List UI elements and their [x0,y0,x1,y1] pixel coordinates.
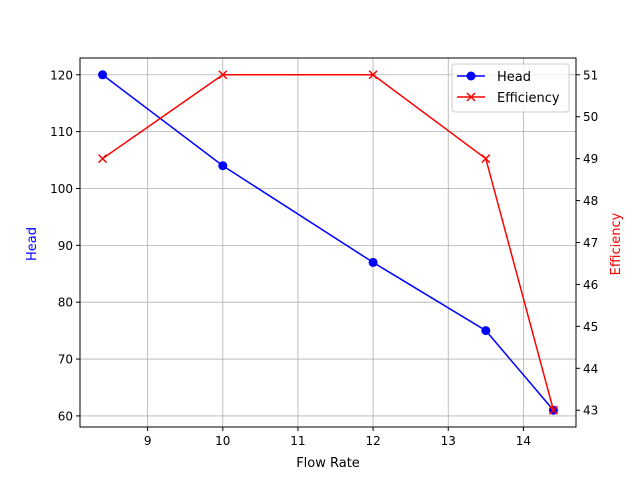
y-right-tick-label: 49 [583,152,598,166]
x-tick-label: 14 [516,434,531,448]
y-tick-label: 70 [58,353,73,367]
data-point-circle-icon [481,326,491,336]
y-right-tick-label: 44 [583,362,598,376]
y-axis-left-ticks: 60 70 80 90 100 110 120 [50,68,80,423]
x-tick-label: 9 [144,434,152,448]
series-lines [98,70,558,415]
y-tick-label: 110 [50,125,73,139]
legend-x-marker-icon [466,92,476,102]
x-axis-label: Flow Rate [296,456,360,471]
y-tick-label: 100 [50,182,73,196]
y-right-tick-label: 45 [583,320,598,334]
y-right-tick-label: 47 [583,236,598,250]
legend-efficiency-label: Efficiency [497,91,560,106]
y-tick-label: 90 [58,239,73,253]
y-axis-right-ticks: 43 44 45 46 47 48 49 50 51 [576,68,598,418]
data-point-circle-icon [218,161,228,171]
data-point-x-icon [548,405,558,415]
data-point-circle-icon [368,257,378,267]
x-tick-label: 12 [365,434,380,448]
data-point-x-icon [218,70,228,80]
series-line-head [102,74,555,411]
y-tick-label: 60 [58,409,73,423]
y-tick-label: 120 [50,68,73,82]
y-right-tick-label: 50 [583,110,598,124]
y-axis-right-label: Efficiency [609,212,624,275]
y-right-tick-label: 48 [583,194,598,208]
y-right-tick-label: 51 [583,68,598,82]
data-point-x-icon [368,70,378,80]
x-tick-label: 10 [215,434,230,448]
legend-head-label: Head [497,70,531,85]
y-axis-left-label: Head [25,227,40,261]
y-tick-label: 80 [58,296,73,310]
legend-circle-marker-icon [466,71,476,81]
data-point-circle-icon [98,70,108,80]
data-point-x-icon [481,154,491,164]
data-point-x-icon [98,154,108,164]
x-tick-label: 13 [441,434,456,448]
y-right-tick-label: 43 [583,404,598,418]
x-tick-label: 11 [290,434,305,448]
x-axis-ticks: 9 10 11 12 13 14 [144,427,531,448]
legend: Head Efficiency [451,63,570,113]
y-right-tick-label: 46 [583,278,598,292]
